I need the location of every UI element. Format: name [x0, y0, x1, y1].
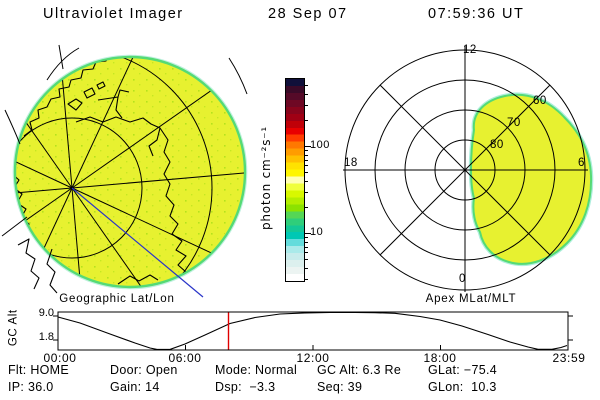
orbit-track-line: [71, 187, 204, 298]
status-seq: Seq: 39: [317, 380, 363, 394]
status-glon: GLon: 10.3: [428, 380, 497, 394]
apex-caption: Apex MLat/MLT: [425, 293, 517, 305]
colorbar-tick-100: 100: [310, 139, 330, 151]
date-label: 28 Sep 07: [268, 6, 348, 22]
app-title: Ultraviolet Imager: [43, 6, 184, 22]
coastlines: [16, 58, 187, 285]
xtick-2359: 23:59: [552, 351, 586, 365]
ytick-9: 9.0: [38, 307, 54, 319]
mlat-60-label: 60: [533, 95, 547, 107]
mlat-80-label: 80: [490, 139, 504, 151]
altitude-strip-chart: [53, 311, 573, 351]
strip-ylabel: GC Alt: [7, 309, 20, 347]
status-mode: Mode: Normal: [215, 363, 298, 377]
apex-grid: [343, 46, 588, 292]
altitude-curve: [57, 311, 568, 350]
limb-arcs: [1, 44, 248, 237]
status-ip: IP: 36.0: [8, 380, 54, 394]
apex-image-blob: [470, 93, 593, 265]
xtick-1800: 18:00: [423, 351, 457, 365]
mlt-6-label: 6: [578, 157, 585, 169]
strip-ticks: [53, 315, 573, 350]
status-gain: Gain: 14: [110, 380, 160, 394]
status-door: Door: Open: [110, 363, 178, 377]
xtick-1200: 12:00: [296, 351, 330, 365]
colorbar-gradient: [285, 78, 305, 282]
ytick-1-8: 1.8: [38, 331, 54, 343]
apex-plot: [343, 46, 594, 292]
mlt-18-label: 18: [344, 157, 358, 169]
coastlines-outside-disk: [17, 238, 58, 294]
colorbar-ticks: [305, 78, 313, 281]
geographic-caption: Geographic Lat/Lon: [59, 293, 175, 305]
geographic-plot: [1, 44, 248, 298]
status-glat: GLat: −75.4: [428, 363, 497, 377]
image-disk-speckle: [17, 59, 243, 285]
colorbar-tick-10: 10: [310, 226, 324, 238]
mlt-12-label: 12: [463, 44, 477, 56]
colorbar-units-label: photon cm⁻²s⁻¹: [259, 125, 273, 231]
mlat-70-label: 70: [507, 117, 521, 129]
time-label: 07:59:36 UT: [428, 6, 525, 22]
status-gc-alt: GC Alt: 6.3 Re: [317, 363, 402, 377]
image-disk-outer-rim: [12, 54, 248, 290]
xtick-0000: 00:00: [43, 351, 77, 365]
mlt-0-label: 0: [459, 273, 466, 285]
strip-frame: [57, 311, 569, 351]
status-flt: Flt: HOME: [8, 363, 70, 377]
status-dsp: Dsp: −3.3: [215, 380, 276, 394]
xtick-0600: 06:00: [168, 351, 202, 365]
